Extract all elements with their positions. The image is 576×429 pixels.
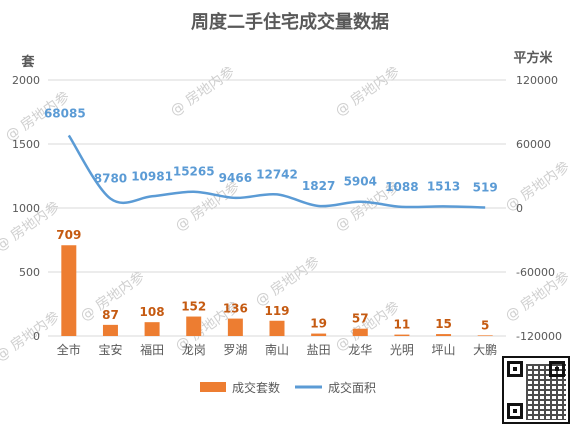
watermark-text: @ 房地内参	[167, 63, 238, 120]
y-right-tick-label: -60000	[516, 266, 555, 279]
legend-swatch-bar	[200, 382, 226, 392]
x-tick-label: 盐田	[307, 343, 331, 357]
line-data-label: 8780	[94, 172, 127, 186]
line-data-label: 1827	[302, 179, 335, 193]
bar-data-label: 19	[310, 317, 327, 331]
bar	[311, 333, 327, 336]
x-axis: 全市 宝安 福田 龙岗 罗湖 南山 盐田 龙华 光明 坪山 大鹏	[57, 342, 497, 357]
y-left-tick-label: 0	[33, 330, 40, 343]
x-tick-label: 龙岗	[182, 343, 206, 357]
watermark-text: @ 房地内参	[332, 63, 403, 120]
bar-data-label: 87	[102, 308, 119, 322]
y-axis-right: -120000 -60000 0 60000 120000	[516, 74, 562, 343]
line-data-label: 5904	[344, 175, 377, 189]
y-left-tick-label: 2000	[12, 74, 40, 87]
bar-data-label: 15	[435, 317, 452, 331]
bar-data-label: 119	[264, 304, 289, 318]
bar-series	[61, 245, 493, 336]
bar-data-label: 136	[223, 302, 248, 316]
bar	[144, 322, 160, 336]
line-data-label: 10981	[131, 169, 173, 183]
bar-data-label: 11	[394, 318, 411, 332]
line-data-label: 519	[473, 180, 498, 194]
qr-code	[502, 356, 570, 424]
line-data-label: 1088	[385, 180, 418, 194]
y-left-tick-label: 500	[19, 266, 40, 279]
bar	[352, 328, 368, 336]
bar-data-label: 108	[140, 305, 165, 319]
watermark-text: @ 房地内参	[172, 178, 243, 235]
x-tick-label: 南山	[265, 342, 289, 357]
x-tick-label: 宝安	[98, 342, 122, 357]
x-tick-label: 光明	[390, 343, 414, 357]
bar-data-label: 57	[352, 312, 369, 326]
bar	[102, 324, 118, 336]
line-data-labels: 68085 8780 10981 15265 9466 12742 1827 5904 1088…	[44, 106, 498, 194]
y-axis-left: 0 500 1000 1500 2000	[12, 74, 40, 343]
x-tick-label: 罗湖	[223, 342, 247, 357]
y-right-tick-label: 60000	[516, 138, 551, 151]
x-tick-label: 坪山	[432, 343, 456, 357]
legend-label-line: 成交面积	[328, 380, 376, 395]
bar-data-label: 152	[181, 300, 206, 314]
bar	[394, 334, 410, 336]
bar-data-label: 5	[481, 318, 489, 332]
line-series	[67, 134, 486, 209]
bar	[186, 316, 202, 336]
legend: 成交套数 成交面积	[200, 380, 376, 395]
bar	[436, 334, 452, 336]
line-data-label: 15265	[173, 165, 215, 179]
x-tick-label: 龙华	[348, 343, 372, 357]
bar	[269, 320, 285, 336]
watermark-text: @ 房地内参	[252, 253, 323, 310]
y-left-tick-label: 1000	[12, 202, 40, 215]
line-data-label: 68085	[44, 106, 86, 120]
line-data-label: 12742	[256, 167, 298, 181]
y-right-tick-label: 120000	[516, 74, 558, 87]
y-axis-left-label: 套	[20, 54, 35, 70]
bar	[477, 335, 493, 336]
watermark-text: @ 房地内参	[502, 158, 573, 215]
line-data-label: 1513	[427, 179, 460, 193]
chart-title: 周度二手住宅成交量数据	[191, 11, 389, 33]
legend-label-bar: 成交套数	[232, 380, 280, 395]
y-right-tick-label: 0	[516, 202, 523, 215]
x-tick-label: 全市	[57, 342, 81, 357]
y-right-tick-label: -120000	[516, 330, 562, 343]
x-tick-label: 福田	[140, 342, 164, 357]
y-axis-right-label: 平方米	[513, 50, 553, 66]
bar	[227, 318, 243, 336]
bar-data-label: 709	[56, 228, 81, 242]
bar-data-labels: 709 87 108 152 136 119 19 57 11 15 5	[56, 228, 489, 332]
line-path	[67, 134, 486, 209]
line-data-label: 9466	[219, 171, 252, 185]
bar	[61, 245, 77, 336]
y-left-tick-label: 1500	[12, 138, 40, 151]
x-tick-label: 大鹏	[473, 343, 497, 357]
